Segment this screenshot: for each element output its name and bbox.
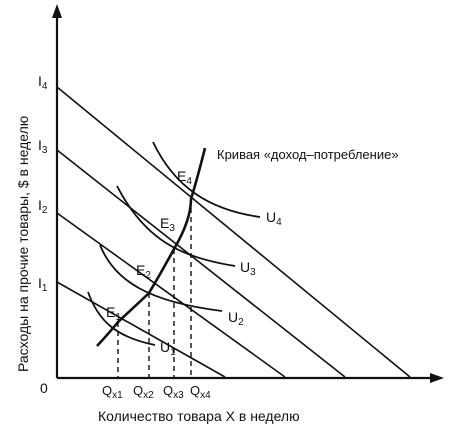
- budget-line-4: [56, 86, 411, 378]
- x-axis-title: Количество товара X в неделю: [98, 408, 300, 424]
- y-level-label-2: I2: [38, 197, 48, 216]
- icc-label: Кривая «доход–потребление»: [217, 147, 399, 162]
- equilibrium-label-1: E1: [106, 304, 121, 323]
- budget-line-2: [56, 212, 286, 378]
- quantity-label-2: Qx2: [133, 383, 154, 401]
- quantity-label-4: Qx4: [190, 383, 211, 401]
- indifference-curve-1: [87, 291, 156, 346]
- y-axis-title: Расходы на прочие товары, $ в неделю: [15, 116, 31, 372]
- utility-label-1: U1: [160, 339, 176, 358]
- budget-line-1: [56, 281, 226, 378]
- indifference-curve-3: [116, 185, 236, 267]
- utility-label-4: U4: [266, 209, 282, 228]
- utility-label-2: U2: [228, 309, 244, 328]
- budget-line-3: [56, 149, 346, 378]
- y-axis-arrow: [52, 4, 62, 18]
- origin-label: 0: [40, 380, 48, 396]
- equilibrium-label-3: E3: [160, 215, 175, 234]
- indifference-curve-4: [152, 141, 261, 218]
- utility-label-3: U3: [240, 259, 256, 278]
- indifference-curve-2: [99, 244, 223, 312]
- x-axis-arrow: [430, 373, 444, 383]
- equilibrium-label-2: E2: [136, 262, 151, 281]
- y-level-label-1: I1: [38, 275, 48, 294]
- y-level-label-4: I4: [38, 73, 48, 92]
- quantity-label-3: Qx3: [163, 383, 184, 401]
- y-level-label-3: I3: [38, 137, 48, 156]
- quantity-label-1: Qx1: [102, 383, 123, 401]
- equilibrium-label-4: E4: [177, 168, 192, 187]
